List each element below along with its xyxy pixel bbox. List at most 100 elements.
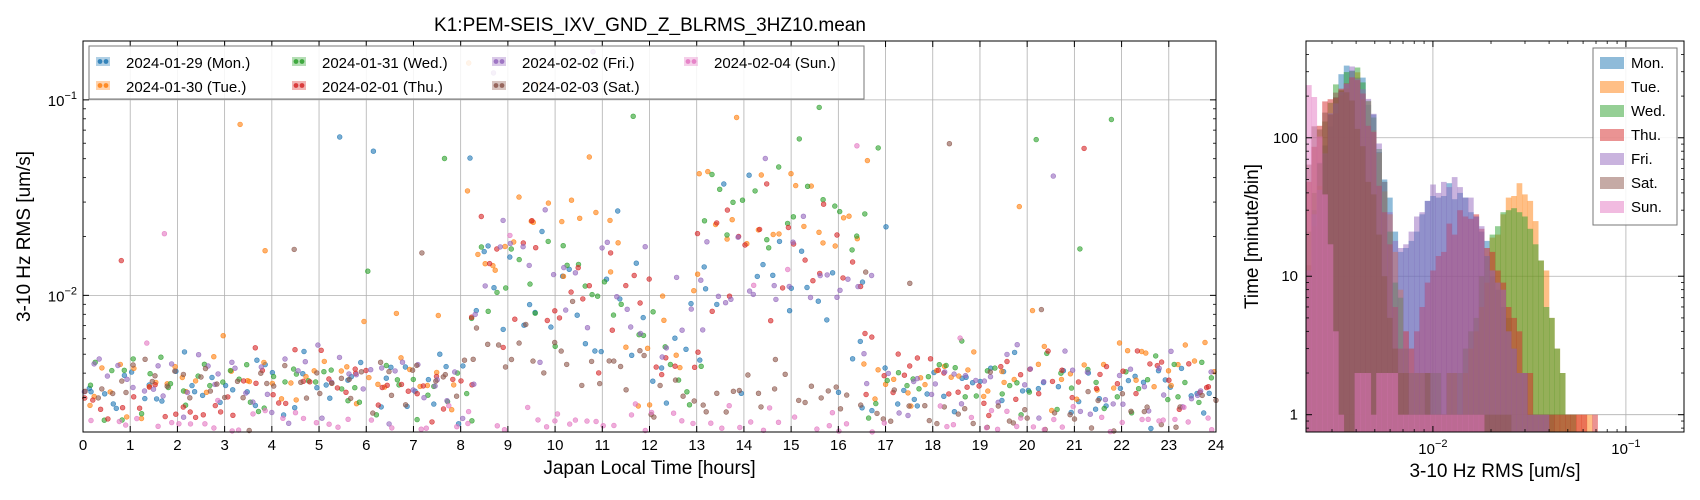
- histogram-legend-label: Sun.: [1631, 199, 1662, 216]
- scatter-point: [715, 293, 722, 299]
- scatter-point: [633, 260, 639, 266]
- scatter-point: [1160, 392, 1167, 398]
- scatter-point: [714, 301, 720, 308]
- scatter-point: [435, 312, 441, 319]
- scatter-point: [1038, 306, 1045, 313]
- scatter-point: [887, 418, 894, 424]
- scatter-point: [723, 409, 729, 415]
- scatter-point: [832, 243, 838, 249]
- histogram-legend-swatch: [1600, 81, 1624, 93]
- scatter-point: [261, 359, 267, 366]
- scatter-point: [802, 399, 808, 406]
- scatter-point: [429, 419, 435, 425]
- scatter-point: [1168, 348, 1174, 354]
- scatter-point: [1108, 116, 1115, 123]
- scatter-point: [1087, 411, 1094, 417]
- scatter-point: [130, 384, 136, 391]
- scatter-point: [335, 424, 341, 430]
- scatter-point: [688, 300, 694, 307]
- scatter-point: [172, 368, 178, 374]
- scatter-point: [441, 155, 448, 162]
- scatter-point: [1095, 397, 1101, 404]
- scatter-point: [691, 364, 698, 370]
- histogram-legend-item-mon: Mon.: [1600, 55, 1664, 72]
- scatter-point: [454, 424, 460, 430]
- scatter-point: [123, 414, 130, 420]
- scatter-point: [321, 358, 327, 365]
- scatter-point: [1139, 416, 1145, 423]
- histogram-bar: [1538, 260, 1544, 432]
- scatter-point: [292, 410, 299, 416]
- scatter-point: [566, 421, 573, 427]
- histogram-bar: [1338, 414, 1345, 432]
- scatter-point: [646, 402, 653, 408]
- scatter-legend-marker: [499, 83, 505, 88]
- scatter-point: [786, 308, 793, 314]
- scatter-point: [733, 114, 740, 121]
- scatter-point: [1010, 420, 1016, 426]
- histogram-bar: [1592, 414, 1598, 432]
- histogram-bar: [1435, 192, 1442, 432]
- scatter-point: [87, 382, 94, 388]
- histogram-bar: [1419, 414, 1426, 432]
- scatter-point: [119, 378, 125, 384]
- histogram-bar: [1419, 212, 1426, 432]
- scatter-point: [818, 395, 824, 401]
- scatter-point: [737, 424, 743, 431]
- scatter-point: [976, 383, 982, 389]
- scatter-point: [379, 384, 385, 391]
- scatter-point: [973, 393, 979, 399]
- scatter-point: [840, 215, 847, 221]
- scatter-point: [1205, 415, 1211, 421]
- scatter-point: [181, 349, 188, 355]
- scatter-point: [200, 412, 207, 418]
- scatter-point: [861, 361, 867, 367]
- scatter-point: [987, 369, 993, 375]
- scatter-point: [292, 347, 298, 353]
- scatter-point: [1110, 385, 1117, 391]
- scatter-point: [255, 408, 262, 415]
- scatter-point: [623, 387, 629, 393]
- scatter-point: [508, 246, 514, 252]
- scatter-point: [1124, 348, 1131, 354]
- scatter-point: [290, 366, 297, 372]
- scatter-point: [754, 273, 760, 280]
- scatter-point: [853, 233, 860, 239]
- scatter-point: [1069, 394, 1075, 401]
- scatter-point: [327, 395, 333, 401]
- scatter-point: [824, 272, 830, 278]
- scatter-point: [136, 405, 143, 411]
- scatter-point: [99, 386, 105, 392]
- scatter-point: [673, 352, 679, 358]
- scatter-point: [1071, 416, 1078, 422]
- scatter-point: [180, 371, 187, 378]
- scatter-point: [450, 376, 456, 383]
- scatter-point: [905, 390, 911, 396]
- scatter-point: [937, 403, 943, 409]
- scatter-point: [863, 391, 869, 398]
- scatter-point: [941, 369, 948, 375]
- scatter-point: [361, 318, 367, 325]
- scatter-point: [405, 388, 411, 394]
- scatter-point: [1166, 377, 1172, 383]
- scatter-legend-marker: [685, 59, 691, 64]
- scatter-point: [363, 367, 369, 374]
- scatter-point: [837, 287, 843, 293]
- scatter-point: [1013, 423, 1020, 430]
- scatter-point: [229, 428, 235, 434]
- scatter-point: [843, 421, 850, 427]
- scatter-point: [651, 414, 657, 420]
- scatter-legend-marker: [97, 83, 103, 88]
- histogram-legend-swatch: [1600, 153, 1624, 165]
- scatter-point: [282, 356, 288, 362]
- scatter-point: [694, 271, 701, 277]
- scatter-point: [785, 224, 792, 231]
- scatter-point: [418, 426, 424, 432]
- histogram-bar: [1343, 92, 1350, 433]
- scatter-point: [1208, 369, 1214, 375]
- scatter-point: [545, 200, 552, 206]
- scatter-point: [1133, 377, 1139, 383]
- scatter-point: [113, 405, 120, 412]
- scatter-point: [610, 312, 617, 318]
- scatter-point: [1035, 385, 1042, 392]
